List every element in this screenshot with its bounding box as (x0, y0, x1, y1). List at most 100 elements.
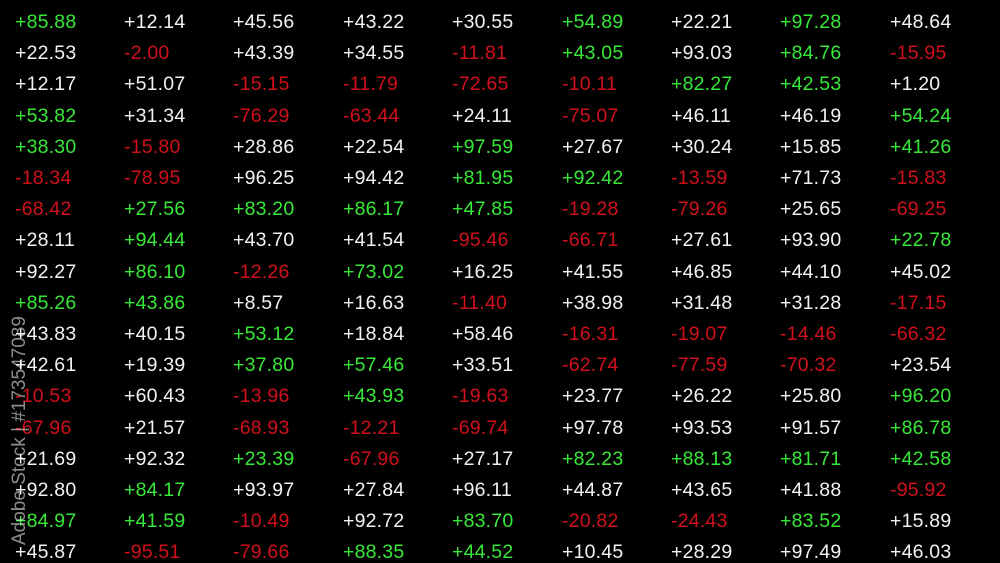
ticker-value-cell: +33.51 (452, 354, 514, 377)
ticker-value-cell: -11.81 (452, 42, 508, 65)
ticker-value-cell: +48.64 (890, 11, 952, 33)
ticker-value-cell: -13.96 (233, 385, 290, 408)
ticker-value-cell: +27.56 (124, 198, 186, 221)
ticker-value-cell: +43.39 (233, 42, 295, 65)
ticker-value-cell: +21.57 (124, 416, 186, 439)
ticker-value-cell: +97.49 (780, 541, 842, 563)
ticker-value-cell: +30.55 (452, 11, 514, 33)
ticker-value-cell: +27.17 (452, 447, 514, 470)
ticker-value-cell: +82.23 (562, 447, 624, 470)
ticker-value-cell: +43.65 (671, 479, 733, 501)
ticker-value-cell: +24.11 (452, 104, 512, 127)
ticker-value-cell: -77.59 (671, 354, 728, 377)
ticker-value-cell: +23.54 (890, 354, 952, 377)
ticker-value-cell: +31.48 (671, 291, 733, 314)
ticker-value-cell: -19.63 (452, 385, 509, 408)
ticker-value-cell: +84.97 (15, 510, 77, 533)
ticker-value-cell: -69.74 (452, 416, 509, 439)
ticker-value-cell: +23.77 (562, 385, 624, 408)
ticker-value-cell: +38.30 (15, 135, 77, 158)
ticker-value-cell: -68.93 (233, 416, 290, 439)
ticker-value-cell: +46.19 (780, 104, 842, 127)
ticker-value-cell: +53.12 (233, 323, 295, 345)
ticker-value-cell: +84.76 (780, 42, 842, 65)
ticker-value-cell: +47.85 (452, 198, 514, 221)
ticker-value-cell: -79.66 (233, 541, 290, 563)
ticker-value-cell: +60.43 (124, 385, 186, 408)
ticker-value-cell: +28.11 (15, 229, 75, 252)
ticker-value-cell: -66.32 (890, 323, 947, 345)
ticker-value-cell: +85.88 (15, 11, 77, 33)
ticker-value-cell: +15.89 (890, 510, 952, 533)
ticker-value-cell: -11.79 (343, 73, 399, 96)
ticker-value-cell: -12.21 (343, 416, 400, 439)
ticker-value-cell: -95.92 (890, 479, 947, 501)
ticker-value-cell: +86.10 (124, 260, 186, 283)
ticker-value-cell: -79.26 (671, 198, 728, 221)
ticker-value-cell: +22.78 (890, 229, 952, 252)
ticker-value-cell: +8.57 (233, 291, 284, 314)
ticker-value-cell: +16.63 (343, 291, 405, 314)
ticker-value-cell: +84.17 (124, 479, 186, 501)
ticker-value-cell: +92.80 (15, 479, 77, 501)
ticker-value-cell: -24.43 (671, 510, 728, 533)
ticker-value-cell: +88.13 (671, 447, 733, 470)
ticker-value-cell: +93.03 (671, 42, 733, 65)
ticker-value-cell: +45.87 (15, 541, 77, 563)
ticker-value-cell: +51.07 (124, 73, 186, 96)
ticker-value-cell: +58.46 (452, 323, 514, 345)
ticker-value-cell: -68.42 (15, 198, 72, 221)
ticker-value-cell: +41.55 (562, 260, 624, 283)
ticker-value-cell: +91.57 (780, 416, 842, 439)
ticker-value-cell: +25.65 (780, 198, 842, 221)
ticker-value-cell: -67.96 (343, 447, 400, 470)
ticker-value-cell: +94.44 (124, 229, 186, 252)
ticker-value-cell: +43.22 (343, 11, 405, 33)
ticker-value-cell: -69.25 (890, 198, 947, 221)
ticker-value-cell: +85.26 (15, 291, 77, 314)
watermark: Adobe Stock | #173547089 (9, 316, 30, 545)
ticker-value-cell: -14.46 (780, 323, 837, 345)
ticker-value-cell: +93.97 (233, 479, 295, 501)
ticker-value-cell: +96.25 (233, 167, 295, 189)
ticker-value-cell: +57.46 (343, 354, 405, 377)
ticker-value-cell: +42.53 (780, 73, 842, 96)
ticker-value-cell: +22.21 (671, 11, 733, 33)
ticker-value-cell: +41.26 (890, 135, 952, 158)
ticker-value-cell: +43.86 (124, 291, 186, 314)
ticker-value-cell: +45.56 (233, 11, 295, 33)
ticker-value-cell: -15.95 (890, 42, 947, 65)
ticker-value-cell: +86.17 (343, 198, 405, 221)
ticker-value-cell: +44.52 (452, 541, 514, 563)
ticker-value-cell: +97.78 (562, 416, 624, 439)
ticker-value-cell: +43.05 (562, 42, 624, 65)
ticker-value-cell: +34.55 (343, 42, 405, 65)
ticker-value-cell: -2.00 (124, 42, 170, 65)
ticker-value-cell: +42.58 (890, 447, 952, 470)
ticker-value-cell: +37.80 (233, 354, 295, 377)
ticker-value-cell: -62.74 (562, 354, 619, 377)
ticker-value-cell: +25.80 (780, 385, 842, 408)
ticker-value-cell: +81.71 (780, 447, 842, 470)
ticker-value-cell: +71.73 (780, 167, 842, 189)
ticker-value-cell: +92.27 (15, 260, 77, 283)
ticker-value-cell: -13.59 (671, 167, 728, 189)
ticker-value-cell: +40.15 (124, 323, 186, 345)
ticker-value-cell: -95.51 (124, 541, 181, 563)
ticker-value-cell: +26.22 (671, 385, 733, 408)
ticker-value-cell: +10.45 (562, 541, 624, 563)
ticker-value-cell: +96.20 (890, 385, 952, 408)
ticker-value-cell: +88.35 (343, 541, 405, 563)
ticker-value-cell: +41.88 (780, 479, 842, 501)
ticker-value-cell: +92.42 (562, 167, 624, 189)
ticker-value-cell: -95.46 (452, 229, 509, 252)
ticker-value-cell: +44.10 (780, 260, 842, 283)
ticker-value-cell: +42.61 (15, 354, 77, 377)
ticker-value-cell: -20.82 (562, 510, 619, 533)
ticker-value-cell: -18.34 (15, 167, 72, 189)
ticker-value-cell: +19.39 (124, 354, 186, 377)
ticker-value-cell: -72.65 (452, 73, 509, 96)
ticker-value-cell: -15.83 (890, 167, 947, 189)
ticker-value-cell: +54.89 (562, 11, 624, 33)
